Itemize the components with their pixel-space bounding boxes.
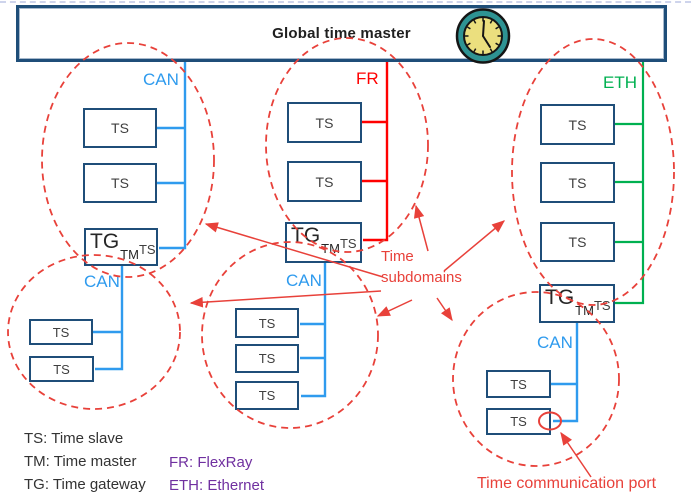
ts-node-fr-1: TS [287,102,362,143]
comm-port-arrow [560,431,592,478]
ts-node-fr-2: TS [287,161,362,202]
time-subdomains-line1: Time [381,248,414,265]
eth-bus-label: ETH [603,73,637,92]
tm-label: TM [575,303,594,318]
tg-ts-port-label: TS [138,242,156,257]
subdomain-ellipse-fr [265,37,429,253]
ts-node-eth-1: TS [540,104,615,145]
tg-label: TG [291,224,321,247]
tm-label: TM [120,247,139,262]
ts-node-can-right-2: TS [486,408,551,435]
ts-node-can-left-1: TS [83,108,157,148]
can-bus-label-left: CAN [143,70,179,89]
global-time-master-title: Global time master [272,25,411,42]
tg-node-right: TG TM TS [539,284,615,323]
tg-ts-port-label: TS [339,236,357,251]
tg-label: TG [90,230,120,253]
global-time-master-bar: Global time master [16,5,667,62]
ts-node-eth-3: TS [540,222,615,262]
legend-ts: TS: Time slave [24,430,124,447]
time-subdomains-callout: Time subdomains [381,246,462,288]
ts-node-can-lowerleft-2: TS [29,356,94,382]
can-bus-label-middle: CAN [286,271,322,290]
ts-node-can-left-2: TS [83,163,157,203]
ts-node-can-middle-2: TS [235,344,299,373]
legend-tm: TM: Time master [24,453,137,470]
tg-label: TG [545,286,575,309]
time-subdomains-line2: subdomains [381,269,462,286]
tg-node-middle: TG TM TS [285,222,362,263]
legend-eth: ETH: Ethernet [169,477,265,494]
ts-node-eth-2: TS [540,162,615,203]
tg-ts-port-label: TS [593,298,611,313]
legend-fr: FR: FlexRay [169,454,253,471]
ts-node-can-middle-3: TS [235,381,299,410]
can-bus-label-lowerleft: CAN [84,272,120,291]
tg-node-left: TG TM TS [84,228,158,266]
can-bus-label-right: CAN [537,333,573,352]
legend-tg: TG: Time gateway [24,476,146,493]
eth-bus-lines [615,62,645,305]
time-communication-port-callout: Time communication port [477,475,657,492]
fr-bus-label: FR [356,69,379,88]
ts-node-can-right-1: TS [486,370,551,398]
slide-top-border [0,1,691,3]
ts-node-can-lowerleft-1: TS [29,319,93,345]
tm-label: TM [321,241,340,256]
ts-node-can-middle-1: TS [235,308,299,338]
